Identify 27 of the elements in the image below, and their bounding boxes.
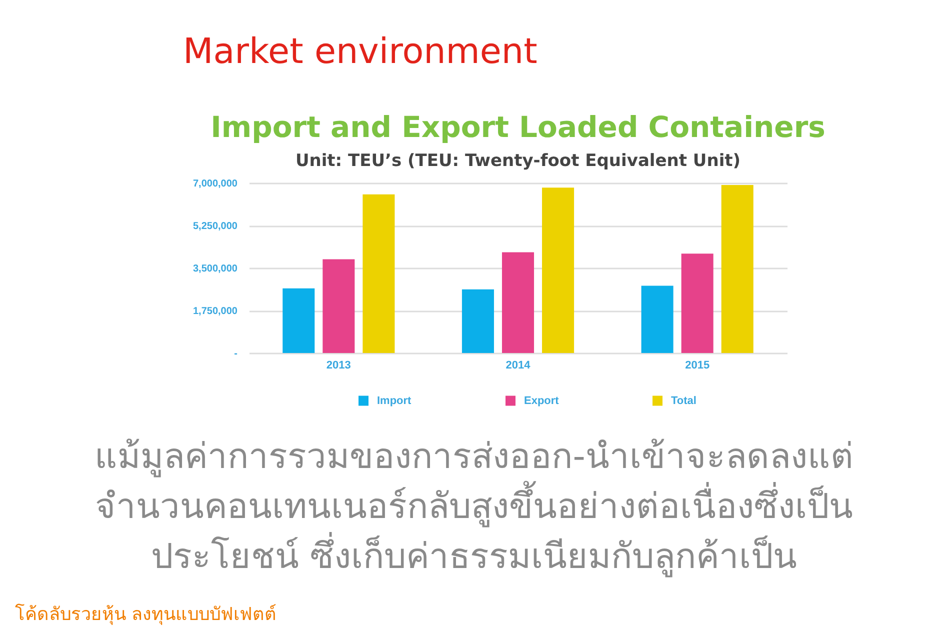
y-tick-label: 5,250,000 (193, 221, 238, 232)
legend-label: Total (671, 394, 696, 407)
bar (641, 286, 674, 353)
bar (362, 194, 395, 353)
bar (502, 252, 534, 353)
bar (681, 254, 714, 353)
text: โค้ดลับรวยหุ้น ลงทุนแบบบัฟเฟตต์ (15, 603, 277, 625)
bar (462, 289, 494, 353)
bar (282, 288, 315, 353)
bar (542, 188, 574, 353)
y-tick-label: 3,500,000 (193, 264, 238, 274)
y-tick-label: - (234, 348, 238, 360)
x-tick-label: 2013 (326, 360, 351, 372)
x-tick-label: 2014 (506, 360, 532, 372)
legend-label: Export (524, 394, 560, 407)
legend-label: Import (377, 394, 412, 407)
y-tick-label: 7,000,000 (193, 178, 238, 190)
text: Market environment (183, 32, 538, 72)
chart-subtitle: Unit: TEU’s (TEU: Twenty-foot Equivalent Unit) (295, 151, 741, 171)
text: จำนวนคอนเทนเนอร์กลับสูงขึ้นอย่างต่อเนื่องซึ่งเป็น (95, 480, 853, 527)
y-tick-label: 1,750,000 (193, 306, 238, 317)
bar (721, 184, 754, 353)
chart-title: Import and Export Loaded Containers (210, 110, 826, 144)
x-tick-label: 2015 (685, 360, 710, 372)
bar (322, 259, 355, 353)
text: แม้มูลค่าการรวมของการส่งออก-นำเข้าจะลดลงแต่ (94, 437, 854, 477)
text: ประโยชน์ ซึ่งเก็บค่าธรรมเนียมกับลูกค้าเป็น (150, 532, 798, 577)
